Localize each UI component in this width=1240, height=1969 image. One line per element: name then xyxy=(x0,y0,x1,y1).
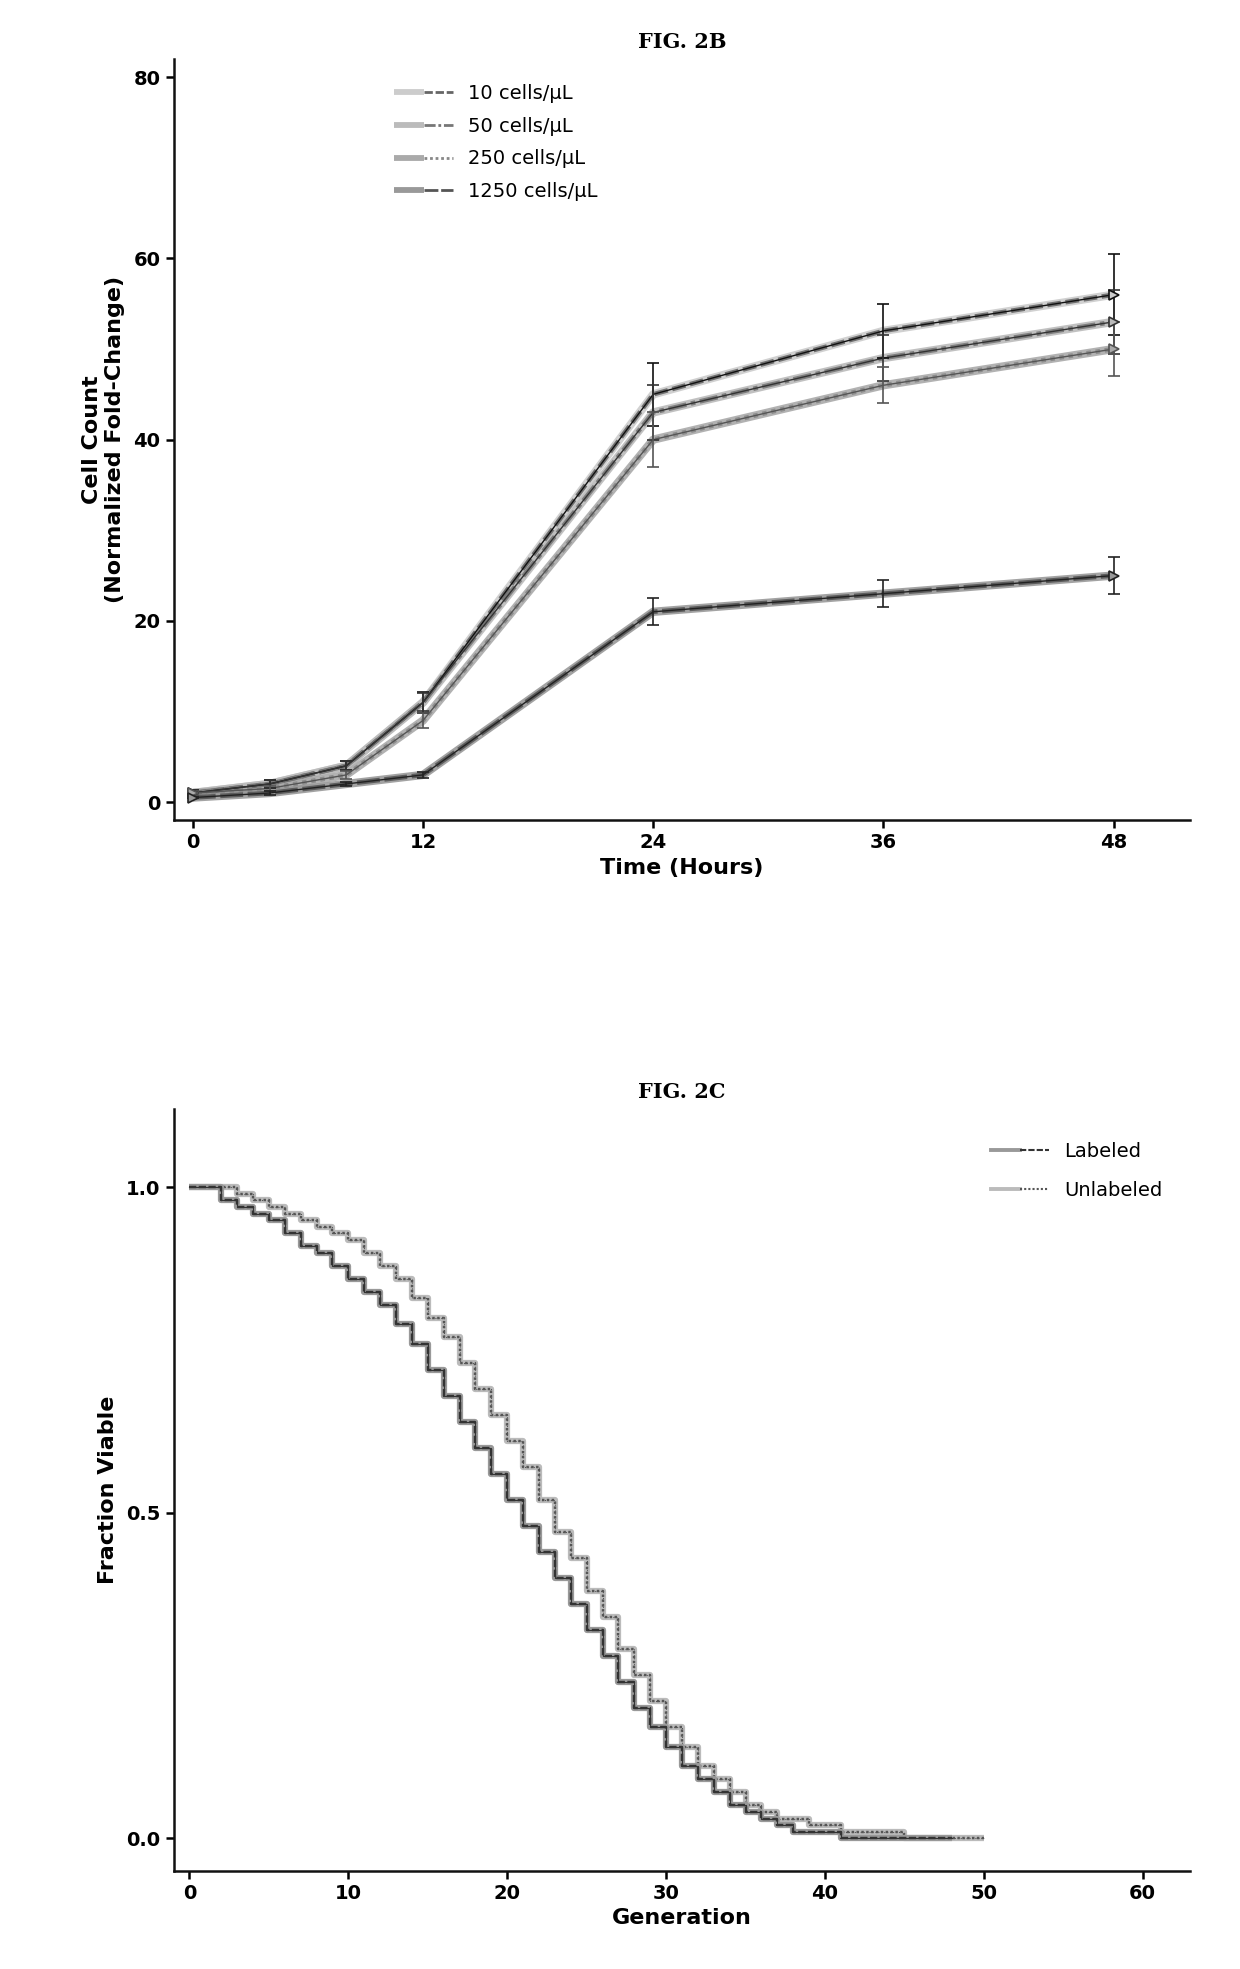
Y-axis label: Cell Count
(Normalized Fold-Change): Cell Count (Normalized Fold-Change) xyxy=(82,276,125,603)
X-axis label: Time (Hours): Time (Hours) xyxy=(600,858,764,878)
Title: FIG. 2C: FIG. 2C xyxy=(639,1083,725,1103)
Title: FIG. 2B: FIG. 2B xyxy=(637,32,727,51)
Y-axis label: Fraction Viable: Fraction Viable xyxy=(98,1396,118,1585)
Legend: Labeled, Unlabeled: Labeled, Unlabeled xyxy=(983,1134,1171,1207)
X-axis label: Generation: Generation xyxy=(613,1908,751,1928)
Legend: 10 cells/μL, 50 cells/μL, 250 cells/μL, 1250 cells/μL: 10 cells/μL, 50 cells/μL, 250 cells/μL, … xyxy=(387,77,605,209)
